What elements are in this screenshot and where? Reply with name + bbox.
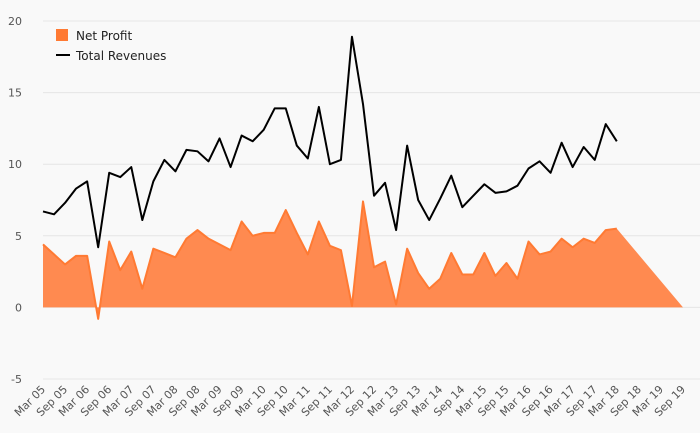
y-axis: -5 0 5 10 15 20: [8, 15, 22, 386]
series-net-profit-area: [43, 201, 683, 319]
legend: Net Profit Total Revenues: [56, 29, 166, 63]
series-net-profit-line: [42, 200, 617, 320]
legend-swatch-net-profit: [56, 29, 68, 41]
legend-label-total-revenues: Total Revenues: [75, 49, 166, 63]
y-tick-label: 0: [15, 301, 22, 314]
y-tick-label: 20: [8, 15, 22, 28]
plot-area: [42, 35, 683, 320]
y-tick-label: 10: [8, 158, 22, 171]
y-tick-label: 15: [8, 87, 22, 100]
grid: [43, 20, 700, 380]
legend-label-net-profit: Net Profit: [76, 29, 132, 43]
y-tick-label: 5: [15, 230, 22, 243]
y-tick-label: -5: [11, 373, 22, 386]
series-total-revenues-line: [42, 35, 618, 249]
